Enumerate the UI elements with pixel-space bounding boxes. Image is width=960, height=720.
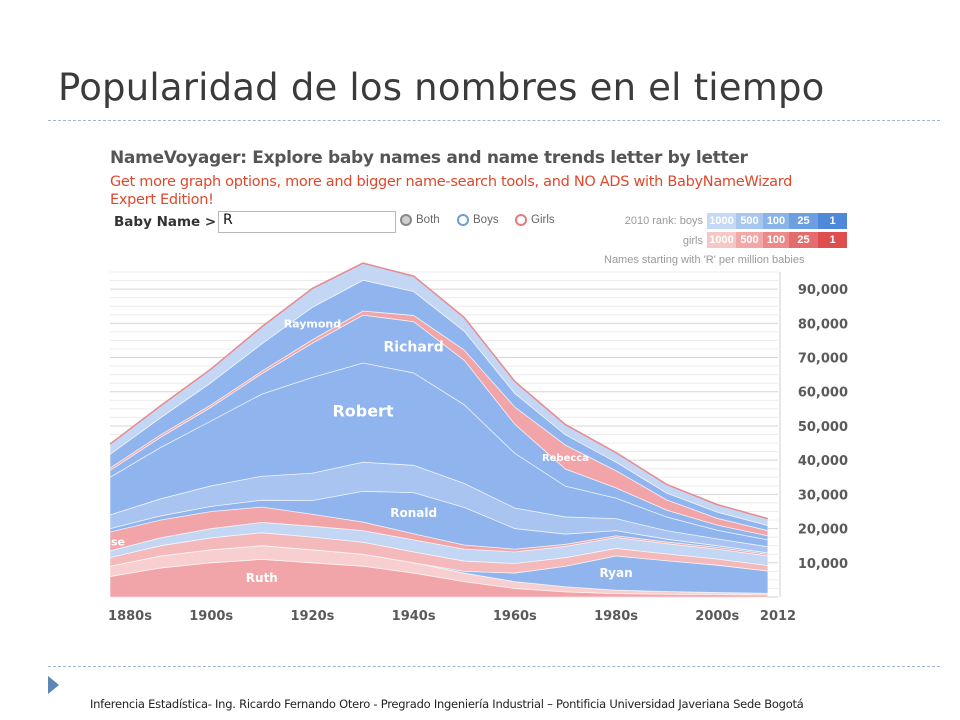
- series-label-rebecca: Rebecca: [542, 453, 589, 464]
- y-tick-label: 70,000: [798, 352, 848, 367]
- x-tick-label: 1960s: [493, 609, 537, 624]
- area-rose: [109, 506, 769, 557]
- series-label-raymond: Raymond: [284, 317, 341, 330]
- y-tick-label: 40,000: [798, 454, 848, 469]
- total-outline: [109, 262, 769, 520]
- baby-name-input[interactable]: R: [218, 211, 396, 233]
- filter-boys-label: Boys: [473, 214, 499, 226]
- x-tick-label: 2000s: [695, 609, 739, 624]
- area-richard: [109, 314, 769, 541]
- radio-girls-icon: [515, 214, 527, 226]
- rank-cell-1000[interactable]: 1000: [707, 232, 736, 248]
- y-tick-label: 60,000: [798, 386, 848, 401]
- area-rebecca: [109, 310, 769, 537]
- rank-girls-scale[interactable]: 1000 500 100 25 1: [707, 232, 847, 248]
- y-tick-label: 80,000: [798, 317, 848, 332]
- series-label-robert: Robert: [332, 402, 394, 421]
- filter-girls-radio[interactable]: Girls: [515, 214, 555, 226]
- filter-both-radio[interactable]: Both: [400, 214, 440, 226]
- x-tick-label: 1900s: [189, 609, 233, 624]
- area-raymond: [109, 279, 769, 532]
- x-tick-label: 2012: [760, 609, 796, 624]
- area-ruth: [109, 558, 769, 598]
- x-tick-label: 1880s: [108, 609, 152, 624]
- slide-title: Popularidad de los nombres en el tiempo: [58, 66, 825, 109]
- rank-cell-25[interactable]: 25: [789, 232, 818, 248]
- rank-cell-25[interactable]: 25: [789, 213, 818, 229]
- x-tick-label: 1920s: [290, 609, 334, 624]
- y-tick-label: 30,000: [798, 488, 848, 503]
- area-ryan: [109, 545, 769, 594]
- y-tick-label: 90,000: [798, 283, 848, 298]
- slide-footer: Inferencia Estadística- Ing. Ricardo Fer…: [90, 697, 804, 711]
- top-divider: [48, 120, 940, 121]
- rank-cell-1[interactable]: 1: [818, 232, 847, 248]
- bottom-divider: [48, 666, 940, 667]
- rank-cell-100[interactable]: 100: [763, 213, 789, 229]
- rank-boys-label: 2010 rank: boys: [624, 215, 703, 227]
- radio-boys-icon: [457, 214, 469, 226]
- y-tick-label: 20,000: [798, 523, 848, 538]
- radio-selected-icon: [400, 214, 412, 226]
- x-tick-label: 1940s: [392, 609, 436, 624]
- namevoyager-tagline: : Explore baby names and name trends let…: [240, 148, 748, 168]
- area-robert: [109, 362, 769, 548]
- y-tick-label: 50,000: [798, 420, 848, 435]
- rank-cell-500[interactable]: 500: [736, 213, 763, 229]
- units-caption: Names starting with 'R' per million babi…: [604, 254, 805, 266]
- series-label-ruth: Ruth: [246, 571, 278, 585]
- rank-cell-1[interactable]: 1: [818, 213, 847, 229]
- bullet-arrow-icon: [48, 676, 59, 694]
- y-tick-label: 10,000: [798, 557, 848, 572]
- rank-girls-label: girls: [682, 235, 703, 247]
- area-series-4: [109, 522, 769, 566]
- rank-cell-1000[interactable]: 1000: [707, 213, 736, 229]
- filter-boys-radio[interactable]: Boys: [457, 214, 499, 226]
- filter-girls-label: Girls: [531, 214, 555, 226]
- namevoyager-header: NameVoyager: Explore baby names and name…: [110, 148, 748, 168]
- namevoyager-brand[interactable]: NameVoyager: [110, 148, 241, 168]
- rank-cell-100[interactable]: 100: [763, 232, 789, 248]
- x-tick-label: 1980s: [594, 609, 638, 624]
- series-label-rose: Rose: [95, 535, 125, 548]
- area-series-7: [109, 461, 769, 554]
- filter-both-label: Both: [416, 214, 440, 226]
- area-series-12: [109, 262, 769, 527]
- area-ronald: [109, 490, 769, 555]
- rank-cell-500[interactable]: 500: [736, 232, 763, 248]
- baby-name-label: Baby Name >: [114, 214, 217, 230]
- area-series-1: [109, 545, 769, 596]
- series-label-richard: Richard: [384, 339, 444, 355]
- series-label-ryan: Ryan: [599, 566, 632, 580]
- series-label-ronald: Ronald: [390, 506, 437, 520]
- expert-edition-promo-link[interactable]: Get more graph options, more and bigger …: [110, 174, 793, 208]
- rank-boys-scale[interactable]: 1000 500 100 25 1: [707, 213, 847, 229]
- area-series-3: [109, 532, 769, 574]
